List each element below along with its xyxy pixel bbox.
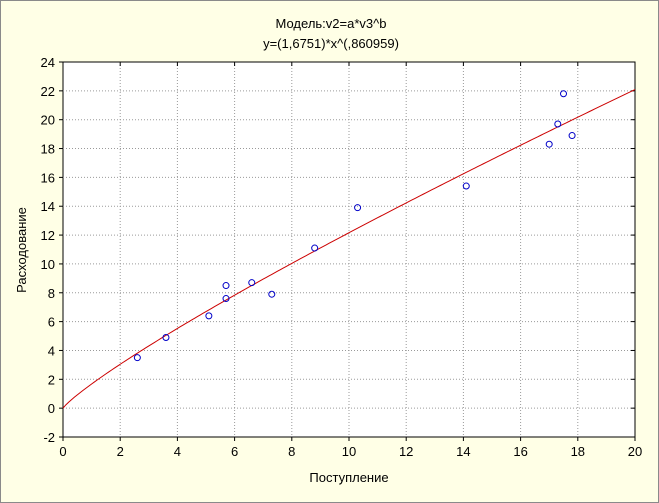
grid <box>63 62 635 437</box>
x-axis-ticks: 0 2 4 6 8 10 12 14 16 18 20 <box>59 62 642 459</box>
data-point <box>133 354 141 362</box>
fit-curve <box>62 89 636 409</box>
data-point <box>462 182 470 190</box>
x-tick-label: 4 <box>174 444 181 459</box>
y-axis-label: Расходование <box>14 207 29 293</box>
y-tick-label: 0 <box>48 401 55 416</box>
data-points <box>133 90 576 362</box>
x-axis-label: Поступление <box>309 470 388 485</box>
y-tick-label: 14 <box>41 199 55 214</box>
data-point <box>560 90 567 98</box>
data-point <box>554 120 562 128</box>
x-tick-label: 2 <box>117 444 124 459</box>
x-tick-label: 14 <box>456 444 470 459</box>
y-tick-label: 22 <box>41 84 55 99</box>
y-tick-label: 20 <box>41 113 55 128</box>
x-tick-label: 8 <box>288 444 295 459</box>
data-point <box>162 333 170 341</box>
data-point <box>568 132 576 140</box>
x-tick-label: 6 <box>231 444 238 459</box>
data-point <box>248 279 256 287</box>
y-tick-label: 2 <box>48 372 55 387</box>
y-tick-label: 16 <box>41 170 55 185</box>
data-point <box>222 282 230 290</box>
x-tick-label: 20 <box>628 444 642 459</box>
y-tick-label: 8 <box>48 286 55 301</box>
data-point <box>311 244 319 252</box>
y-tick-label: 12 <box>41 228 55 243</box>
x-tick-label: 18 <box>571 444 585 459</box>
chart-title: Модель:v2=a*v3^b <box>276 16 387 31</box>
data-point <box>545 140 553 148</box>
x-tick-label: 16 <box>513 444 527 459</box>
y-tick-label: 4 <box>48 343 55 358</box>
y-tick-label: 24 <box>41 55 55 70</box>
data-point <box>205 312 213 320</box>
y-tick-label: -2 <box>43 430 55 445</box>
data-point <box>222 295 230 303</box>
y-tick-label: 18 <box>41 142 55 157</box>
chart-subtitle: y=(1,6751)*x^(,860959) <box>263 36 399 51</box>
x-tick-label: 10 <box>342 444 356 459</box>
data-point <box>268 290 276 298</box>
y-tick-label: 6 <box>48 315 55 330</box>
x-tick-label: 0 <box>59 444 66 459</box>
data-point <box>354 204 362 212</box>
x-tick-label: 12 <box>399 444 413 459</box>
y-tick-label: 10 <box>41 257 55 272</box>
fit-line <box>62 89 636 409</box>
